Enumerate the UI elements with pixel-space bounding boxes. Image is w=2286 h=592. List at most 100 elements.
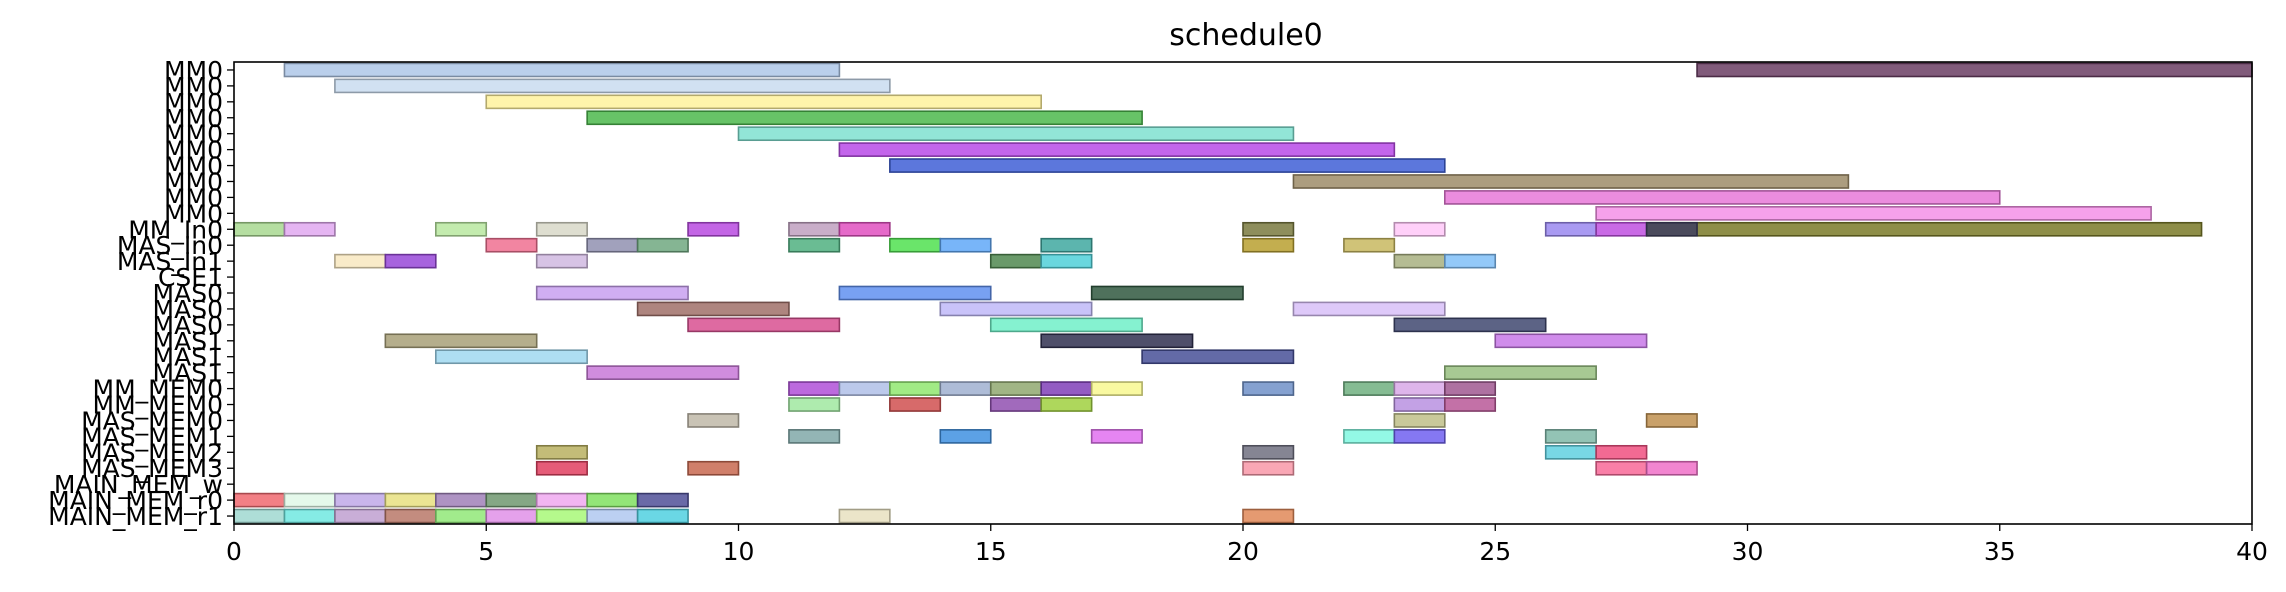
y-tick-label: MM0	[164, 88, 223, 117]
y-tick-label: MAS1	[153, 359, 223, 388]
bar-mm-in0-27-28	[1595, 221, 1648, 237]
bar-mm-in0-9-10	[687, 221, 740, 237]
bar-main-mem-r0-7-8	[586, 492, 639, 508]
bar-mas-mem2-20-21	[1242, 444, 1295, 460]
bar-mas0-14-17	[939, 301, 1093, 317]
bar-mm-mem0-11-12	[788, 397, 841, 412]
y-tick-label: MAS_MEM2	[81, 438, 223, 467]
bar-mas-in1-3-4	[384, 253, 437, 269]
bar-mas1-25-28	[1494, 333, 1648, 349]
y-tick-label: MM0	[164, 104, 223, 133]
bar-mas-mem3-28-29	[1645, 460, 1698, 476]
bar-mm-in0-28-39	[1645, 221, 2203, 237]
y-tick-label: MM_MEM0	[93, 391, 223, 420]
bar-mas1-18-21	[1141, 349, 1295, 365]
bar-mm-mem0-15-16	[989, 381, 1043, 396]
bar-mm0-29-40	[1696, 62, 2253, 78]
y-tick-label: MM0	[164, 136, 223, 165]
bar-mas0-23-26	[1393, 317, 1547, 333]
bar-mm-mem0-16-17	[1040, 381, 1093, 396]
y-axis: MM0MM0MM0MM0MM0MM0MM0MM0MM0MM0MM_In0MAS_…	[48, 56, 234, 531]
y-tick-label: MAS_In1	[117, 247, 223, 276]
bar-mm-in0-26-27	[1544, 221, 1597, 237]
bar-main-mem-r1-1-2	[283, 508, 336, 524]
x-tick-label: 25	[1479, 537, 1511, 566]
bar-mm0-10-21	[737, 126, 1295, 142]
bar-main-mem-r0-2-3	[334, 492, 387, 508]
bar-main-mem-r0-8-9	[636, 492, 689, 508]
y-tick-label: MM0	[164, 152, 223, 181]
bar-mm-mem0-24-25	[1444, 397, 1497, 412]
bar-mas-mem0-28-29	[1645, 413, 1698, 428]
bar-mas0-9-12	[687, 317, 841, 333]
bar-mas-in1-23-24	[1393, 253, 1446, 269]
bar-mas0-12-15	[838, 285, 992, 301]
bar-main-mem-r0-3-4	[384, 492, 437, 508]
bar-mm-mem0-16-17	[1040, 397, 1093, 412]
bar-mas-mem2-27-28	[1595, 444, 1648, 460]
bar-main-mem-r1-12-13	[838, 508, 891, 524]
bar-main-mem-r1-5-6	[485, 508, 538, 524]
y-tick-label: MAS_MEM3	[81, 454, 223, 483]
bar-mm0-2-13	[334, 78, 891, 94]
bar-main-mem-r1-0-1	[233, 508, 286, 524]
bar-mas1-7-10	[586, 365, 740, 380]
bar-mm-mem0-23-24	[1393, 397, 1446, 412]
bar-mas-mem3-6-7	[535, 460, 588, 476]
bar-mm-in0-20-21	[1242, 221, 1295, 237]
y-tick-label: MM_MEM0	[93, 375, 223, 404]
bar-main-mem-r1-4-5	[434, 508, 488, 524]
bar-mm0-21-32	[1292, 174, 1850, 189]
bar-mas-mem0-9-10	[687, 413, 740, 428]
bar-mm-in0-28-29	[1645, 221, 1698, 237]
y-tick-label: MM0	[164, 56, 223, 85]
bar-mas-mem1-17-18	[1090, 429, 1143, 444]
bar-mas1-4-7	[434, 349, 588, 365]
bar-mas-mem1-22-23	[1343, 429, 1396, 444]
bar-mas-in0-11-12	[788, 237, 841, 253]
bar-mm-mem0-13-14	[889, 381, 942, 396]
bar-mm-mem0-23-24	[1393, 381, 1446, 396]
x-tick-label: 40	[2236, 537, 2268, 566]
bar-mas-mem3-20-21	[1242, 460, 1295, 476]
bar-mas0-8-11	[636, 301, 790, 317]
bar-mm-in0-1-2	[283, 221, 336, 237]
bar-main-mem-r0-5-6	[485, 492, 538, 508]
bar-mm-mem0-15-16	[989, 397, 1043, 412]
bar-mas-in0-16-17	[1040, 237, 1093, 253]
bar-mas-mem3-27-28	[1595, 460, 1648, 476]
y-tick-label: MM0	[164, 120, 223, 149]
bar-main-mem-r1-20-21	[1242, 508, 1295, 524]
bar-mm0-27-38	[1595, 206, 2152, 221]
bar-mm-mem0-11-12	[788, 381, 841, 396]
y-tick-label: MM0	[164, 72, 223, 101]
bar-mm0-1-12	[283, 62, 841, 78]
bars-layer	[233, 62, 2253, 524]
bar-main-mem-r1-7-8	[586, 508, 639, 524]
y-tick-label: MAS0	[153, 311, 223, 340]
bar-mas-mem3-9-10	[687, 460, 740, 476]
y-tick-label: MM_In0	[128, 215, 223, 244]
y-tick-label: MAS0	[153, 279, 223, 308]
y-tick-label: MAIN_MEM_r1	[48, 502, 223, 531]
bar-mas0-17-20	[1090, 285, 1244, 301]
x-tick-label: 10	[723, 537, 755, 566]
bar-mas1-16-19	[1040, 333, 1194, 349]
bar-mas0-15-18	[989, 317, 1143, 333]
bar-mas-mem0-23-24	[1393, 413, 1446, 428]
bar-mas-in0-20-21	[1242, 237, 1295, 253]
x-axis: 0 5 10 15 20 25 30 35 40	[226, 524, 2268, 566]
bar-mas-in0-7-8	[586, 237, 639, 253]
bar-mm-mem0-22-23	[1343, 381, 1396, 396]
y-tick-label: MAS1	[153, 327, 223, 356]
bar-mas-in0-13-14	[889, 237, 942, 253]
bar-mas-mem1-26-27	[1544, 429, 1597, 444]
bar-mas-in0-8-9	[636, 237, 689, 253]
bar-mas1-3-6	[384, 333, 538, 349]
bar-mm-in0-6-7	[535, 221, 588, 237]
bar-mas-mem1-11-12	[788, 429, 841, 444]
bar-main-mem-r0-0-1	[233, 492, 286, 508]
bar-mas-mem1-23-24	[1393, 429, 1446, 444]
bar-mm-mem0-17-18	[1090, 381, 1143, 396]
